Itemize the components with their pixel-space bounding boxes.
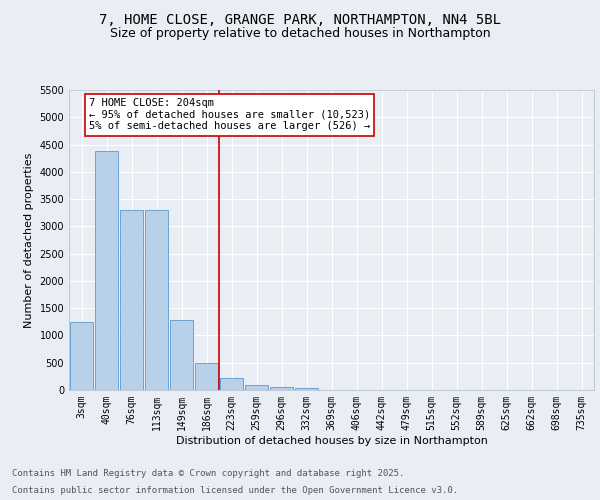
Bar — [220, 378, 243, 390]
Bar — [295, 388, 318, 390]
Y-axis label: Number of detached properties: Number of detached properties — [24, 152, 34, 328]
Text: Contains public sector information licensed under the Open Government Licence v3: Contains public sector information licen… — [12, 486, 458, 495]
Bar — [95, 151, 118, 390]
Bar — [245, 385, 268, 390]
Bar — [120, 210, 143, 390]
X-axis label: Distribution of detached houses by size in Northampton: Distribution of detached houses by size … — [176, 436, 487, 446]
Bar — [70, 322, 93, 390]
Text: Contains HM Land Registry data © Crown copyright and database right 2025.: Contains HM Land Registry data © Crown c… — [12, 468, 404, 477]
Bar — [145, 210, 168, 390]
Bar — [170, 320, 193, 390]
Text: 7 HOME CLOSE: 204sqm
← 95% of detached houses are smaller (10,523)
5% of semi-de: 7 HOME CLOSE: 204sqm ← 95% of detached h… — [89, 98, 370, 132]
Bar — [270, 386, 293, 390]
Bar — [195, 362, 218, 390]
Text: Size of property relative to detached houses in Northampton: Size of property relative to detached ho… — [110, 28, 490, 40]
Text: 7, HOME CLOSE, GRANGE PARK, NORTHAMPTON, NN4 5BL: 7, HOME CLOSE, GRANGE PARK, NORTHAMPTON,… — [99, 12, 501, 26]
